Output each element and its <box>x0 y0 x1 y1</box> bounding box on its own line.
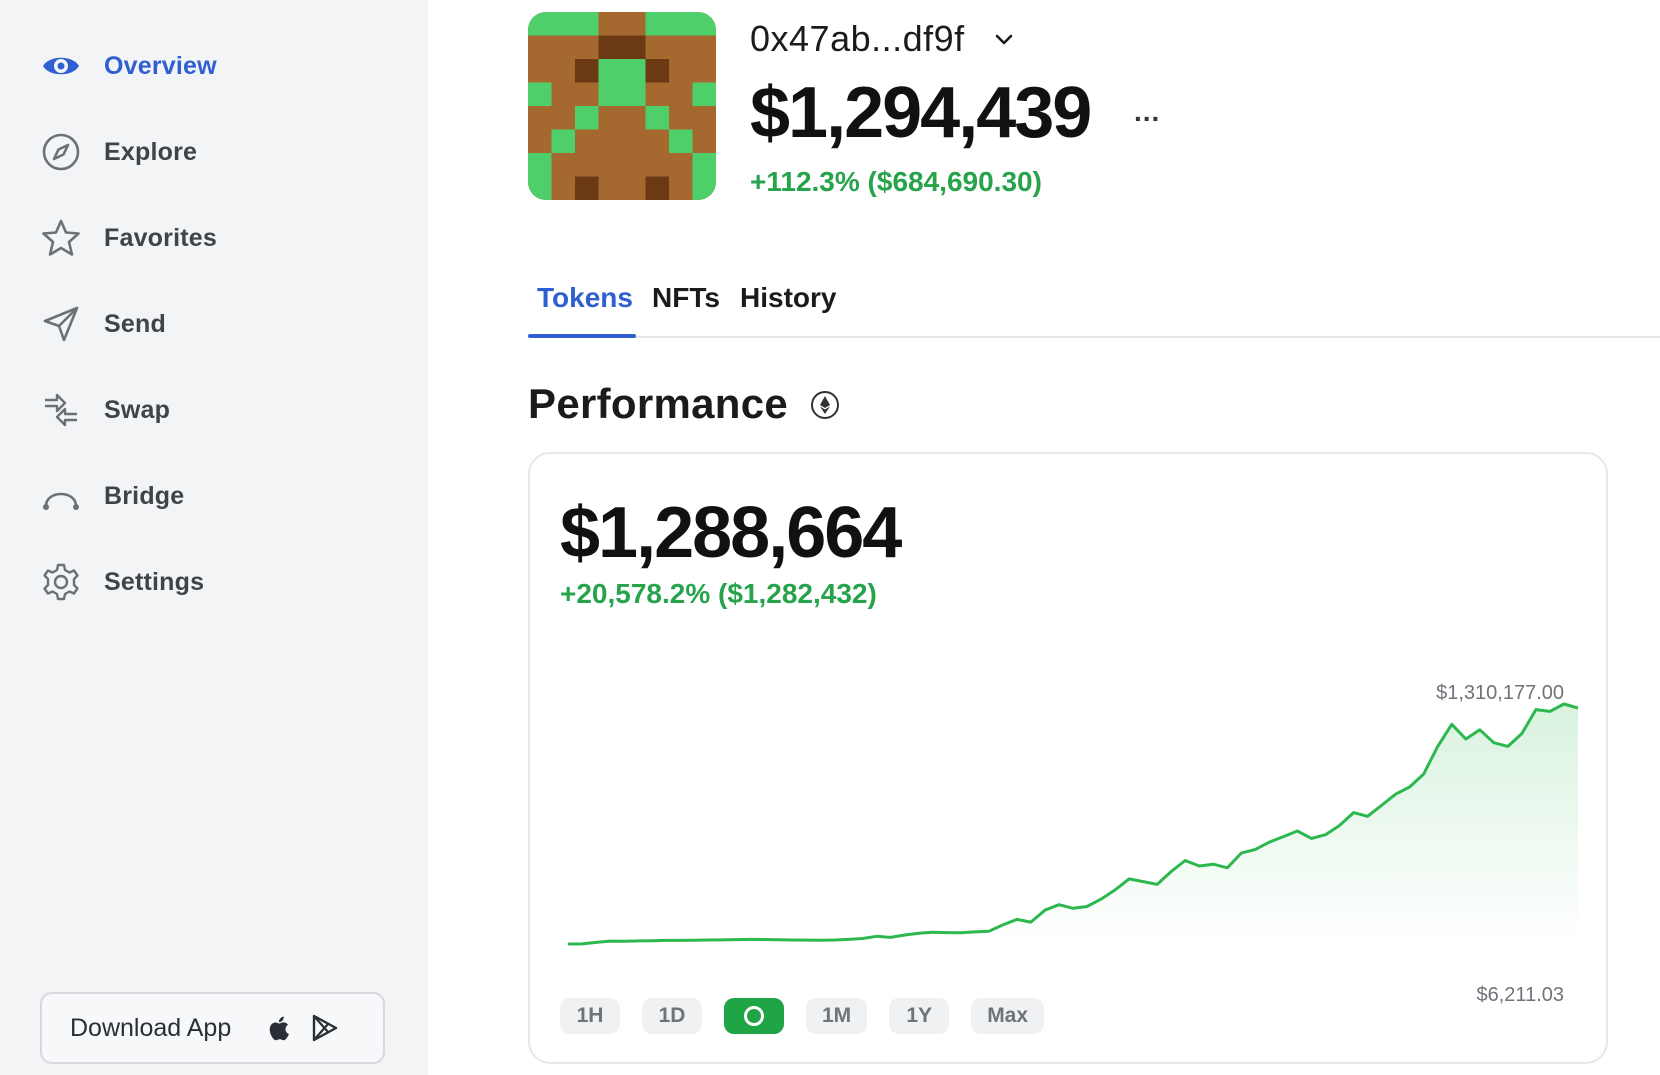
sidebar-item-label: Swap <box>104 395 171 424</box>
account-name: 0x47ab...df9f <box>750 18 965 59</box>
tab-nfts[interactable]: NFTs <box>652 282 720 313</box>
range-1d-button[interactable]: 1D <box>642 998 702 1034</box>
performance-title: Performance <box>528 380 789 427</box>
range-1m-button[interactable]: 1M <box>806 998 868 1034</box>
sidebar-item-send[interactable]: Send <box>40 296 166 352</box>
main-content: 0x47ab...df9f $1,294,439 ... +112.3% ($6… <box>428 0 1660 1075</box>
tab-bar: Tokens NFTs History <box>528 272 1660 338</box>
sidebar-item-explore[interactable]: Explore <box>40 124 197 180</box>
chart-area-fill <box>568 704 1578 944</box>
sidebar-item-label: Settings <box>104 567 205 596</box>
eye-icon <box>40 45 82 87</box>
sidebar-item-favorites[interactable]: Favorites <box>40 210 217 266</box>
sidebar-item-bridge[interactable]: Bridge <box>40 468 184 524</box>
sidebar-item-label: Overview <box>104 51 217 80</box>
sidebar-item-label: Bridge <box>104 481 185 510</box>
star-icon <box>40 217 82 259</box>
avatar[interactable] <box>528 12 716 200</box>
balance-change: +112.3% ($684,690.30) <box>750 166 1042 197</box>
gear-icon <box>40 561 82 603</box>
performance-change: +20,578.2% ($1,282,432) <box>560 578 877 609</box>
range-max-button[interactable]: Max <box>971 998 1045 1034</box>
tab-tokens[interactable]: Tokens <box>537 282 633 313</box>
range-1w-button[interactable] <box>724 998 784 1034</box>
sidebar: Overview Explore Favorites Send Swap <box>0 0 428 1075</box>
performance-value: $1,288,664 <box>560 493 902 573</box>
sidebar-item-label: Send <box>104 309 166 338</box>
play-store-icon <box>313 1014 338 1042</box>
total-balance: $1,294,439 <box>750 73 1092 153</box>
more-options-button[interactable]: ... <box>1134 96 1161 127</box>
chart-min-label: $6,211.03 <box>1476 984 1565 1006</box>
chart-series-line <box>567 702 1579 946</box>
chevron-down-icon[interactable] <box>993 28 1015 50</box>
apple-icon <box>269 1016 290 1041</box>
sidebar-item-overview[interactable]: Overview <box>40 38 217 94</box>
sidebar-item-settings[interactable]: Settings <box>40 554 204 610</box>
tab-history[interactable]: History <box>740 282 837 313</box>
chart-max-label: $1,310,177.00 <box>1436 682 1564 704</box>
sidebar-item-label: Explore <box>104 137 198 166</box>
range-1h-button[interactable]: 1H <box>560 998 620 1034</box>
download-app-button[interactable]: Download App <box>40 992 385 1064</box>
time-range-selector: 1H 1D 1M 1Y Max <box>560 998 1045 1034</box>
bridge-icon <box>40 475 82 517</box>
store-icons <box>265 1013 339 1043</box>
account-selector[interactable]: 0x47ab...df9f <box>750 18 1015 60</box>
selected-range-indicator <box>744 1006 764 1026</box>
swap-icon <box>40 389 82 431</box>
send-icon <box>40 303 82 345</box>
sidebar-item-swap[interactable]: Swap <box>40 382 170 438</box>
ethereum-icon[interactable] <box>810 390 840 420</box>
download-app-label: Download App <box>70 1013 232 1042</box>
performance-card: $1,288,664 +20,578.2% ($1,282,432) $1,31… <box>528 452 1608 1064</box>
range-1y-button[interactable]: 1Y <box>889 998 950 1034</box>
active-tab-indicator <box>528 334 636 338</box>
compass-icon <box>40 131 82 173</box>
sidebar-item-label: Favorites <box>104 223 217 252</box>
performance-chart <box>567 702 1579 946</box>
